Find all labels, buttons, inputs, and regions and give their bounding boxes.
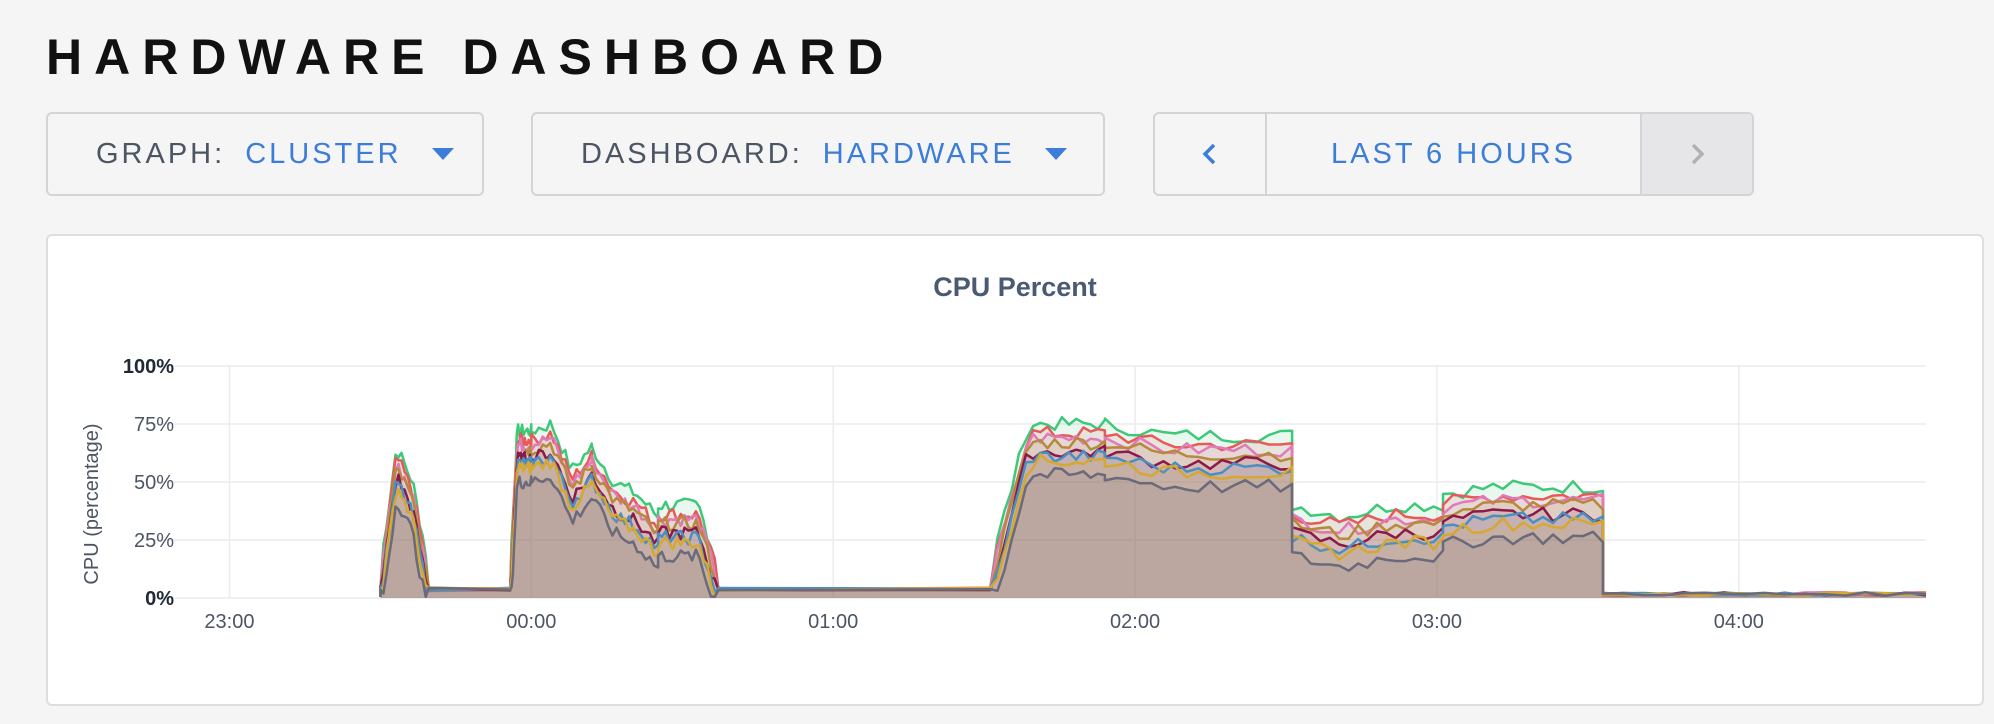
series-area bbox=[380, 450, 1926, 598]
series-area bbox=[380, 454, 1926, 598]
cpu-chart: 0% 25% 50% 75% 100% 23:00 00:00 01:00 02:00 03:0… bbox=[81, 356, 1927, 633]
page-title: HARDWARE DASHBOARD bbox=[46, 29, 896, 85]
y-tick-label: 50% bbox=[134, 472, 174, 494]
chart-title: CPU Percent bbox=[933, 272, 1097, 302]
y-tick-label: 25% bbox=[134, 530, 174, 552]
graph-select-label: GRAPH: bbox=[96, 137, 226, 170]
dashboard-select-label: DASHBOARD: bbox=[581, 137, 803, 170]
time-range-label[interactable]: LAST 6 HOURS bbox=[1331, 137, 1576, 170]
series-area bbox=[380, 417, 1926, 598]
y-tick-label: 0% bbox=[145, 588, 174, 610]
series-line bbox=[379, 466, 1927, 599]
chevron-left-icon bbox=[1202, 143, 1216, 165]
graph-select-value: CLUSTER bbox=[245, 137, 402, 170]
dashboard-select[interactable]: DASHBOARD: HARDWARE bbox=[531, 112, 1105, 196]
graph-select[interactable]: GRAPH: CLUSTER bbox=[46, 112, 484, 196]
x-tick-label: 03:00 bbox=[1412, 611, 1462, 633]
x-tick-label: 04:00 bbox=[1714, 611, 1764, 633]
series-line bbox=[379, 449, 1926, 597]
time-range-control: LAST 6 HOURS bbox=[1153, 112, 1754, 196]
dashboard-select-value: HARDWARE bbox=[822, 137, 1015, 170]
previous-range-button[interactable] bbox=[1155, 114, 1267, 194]
series-area bbox=[380, 438, 1926, 598]
y-axis-label: CPU (percentage) bbox=[81, 423, 103, 584]
x-tick-label: 01:00 bbox=[808, 611, 858, 633]
series-area bbox=[380, 426, 1926, 598]
chevron-down-icon bbox=[431, 148, 454, 160]
cpu-chart-panel: CPU Percent 0% 25% 50% 75% 100% 23:00 00:00 01… bbox=[46, 234, 1984, 706]
x-tick-label: 23:00 bbox=[204, 611, 254, 633]
y-tick-label: 100% bbox=[123, 356, 174, 378]
x-tick-label: 00:00 bbox=[506, 611, 556, 633]
chevron-right-icon bbox=[1691, 143, 1705, 165]
chevron-down-icon bbox=[1044, 148, 1067, 160]
y-tick-label: 75% bbox=[134, 414, 174, 436]
series-area bbox=[380, 468, 1926, 598]
next-range-button[interactable] bbox=[1640, 114, 1752, 194]
series-area bbox=[380, 445, 1926, 598]
x-tick-label: 02:00 bbox=[1110, 611, 1160, 633]
series-area bbox=[380, 433, 1926, 598]
